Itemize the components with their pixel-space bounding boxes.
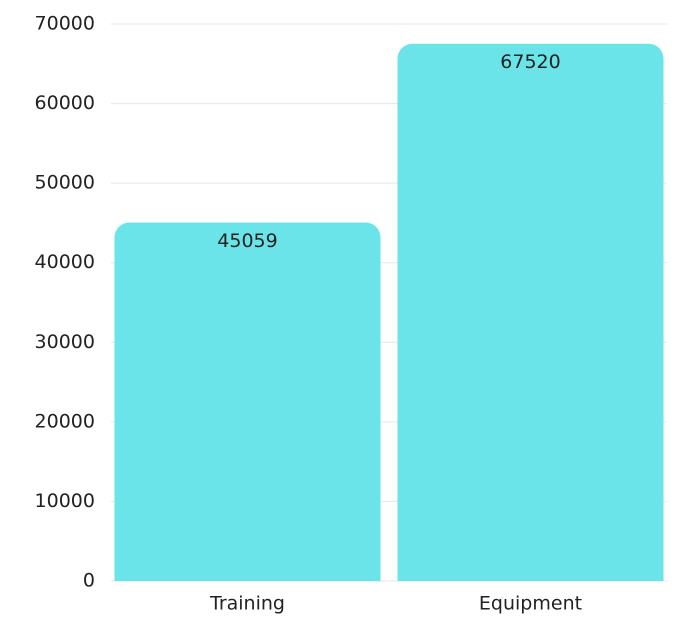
x-tick-label: Equipment: [479, 593, 582, 615]
bar: [114, 222, 381, 581]
y-tick-label: 70000: [35, 13, 95, 35]
y-tick-label: 20000: [35, 410, 95, 432]
y-tick-label: 0: [83, 570, 95, 592]
y-tick-label: 10000: [35, 490, 95, 512]
x-tick-label: Training: [209, 593, 285, 615]
value-label: 45059: [217, 230, 277, 252]
y-tick-label: 50000: [35, 172, 95, 194]
y-tick-label: 60000: [35, 92, 95, 114]
y-tick-label: 40000: [35, 251, 95, 273]
y-tick-label: 30000: [35, 331, 95, 353]
value-label: 67520: [500, 51, 560, 73]
bar: [397, 43, 664, 582]
